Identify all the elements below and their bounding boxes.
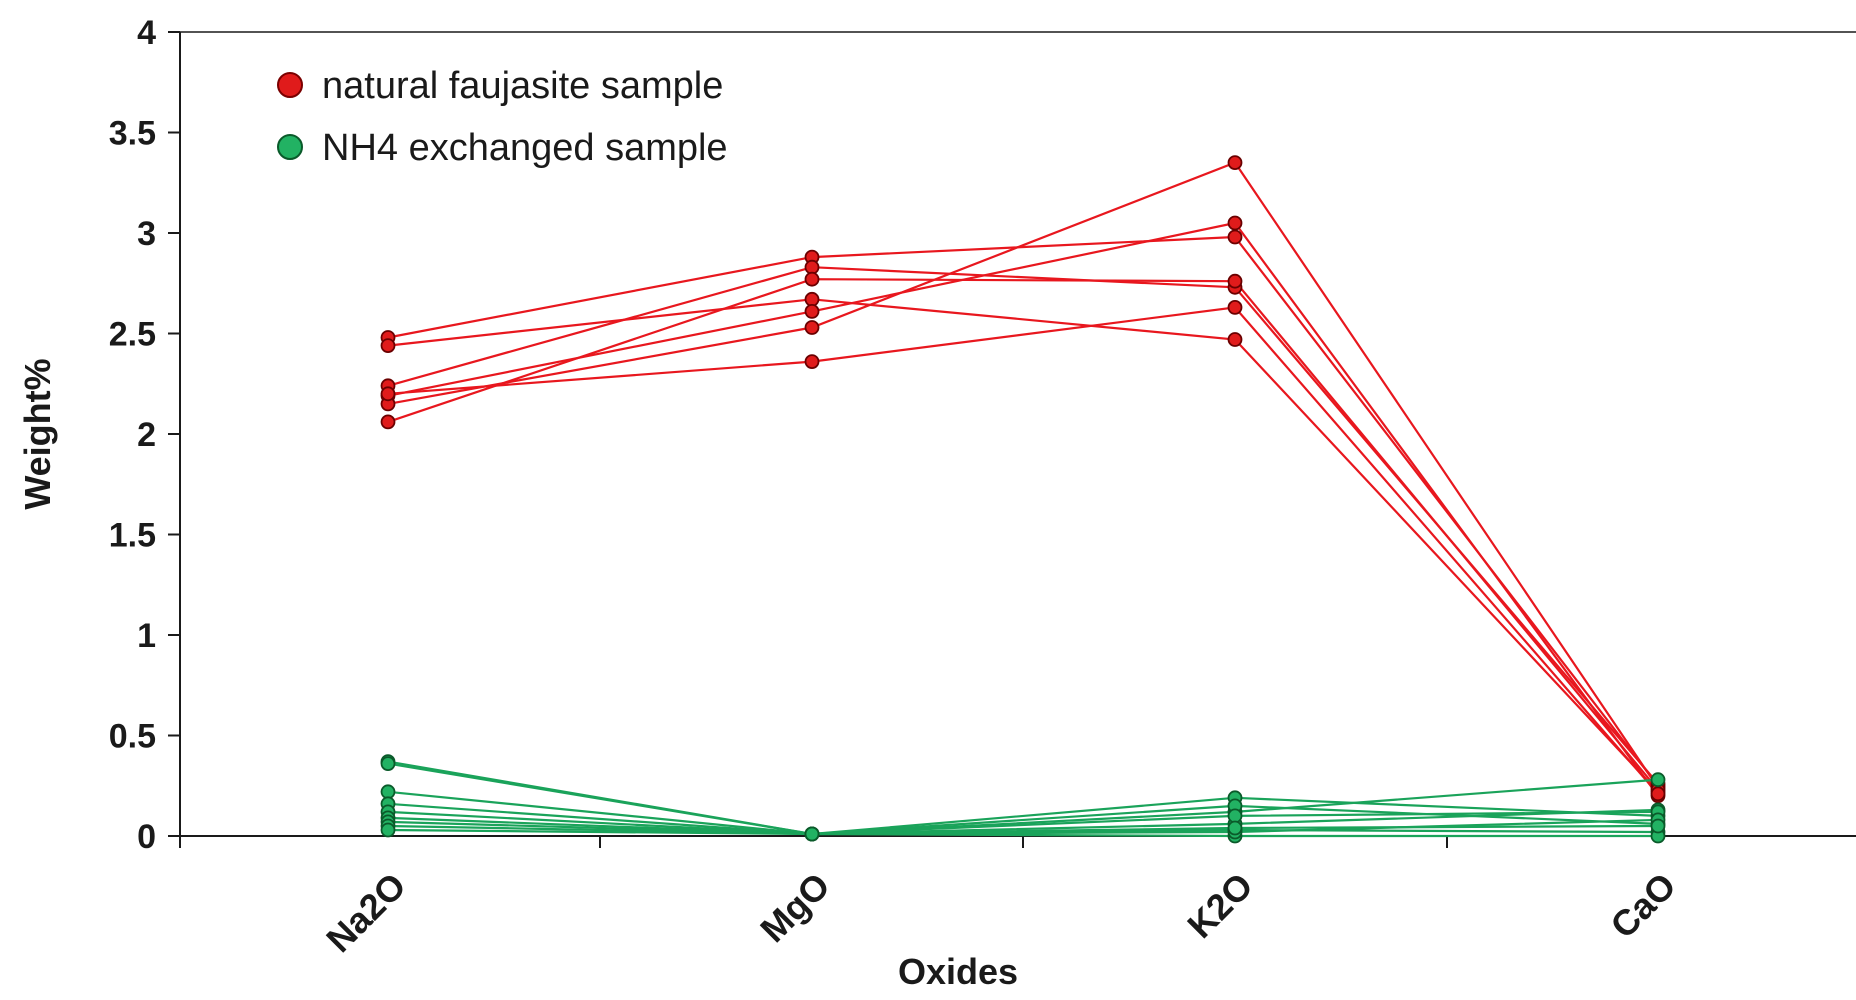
- nh4-data-point: [804, 826, 820, 842]
- natural-data-point: [1227, 229, 1243, 245]
- natural-data-point: [804, 303, 820, 319]
- nh4-series-line: [387, 820, 1658, 838]
- natural-data-point: [380, 414, 396, 430]
- x-category-label: MgO: [752, 865, 838, 951]
- nh4-data-point: [1650, 818, 1666, 834]
- y-ticks: 0 0.5 1 1.5 2 2.5 3 3.5 4: [109, 14, 180, 856]
- y-tick-label: 2.5: [109, 316, 156, 354]
- x-category-label: K2O: [1179, 865, 1260, 946]
- x-ticks: Na2O MgO K2O CaO: [179, 836, 1684, 960]
- natural-data-point: [380, 338, 396, 354]
- natural-data-point: [804, 320, 820, 335]
- natural-series-line: [387, 298, 1659, 793]
- natural-data-point: [380, 386, 396, 402]
- nh4-series-line: [387, 762, 1659, 836]
- nh4-series-line: [387, 790, 1659, 836]
- y-tick-label: 1: [137, 617, 156, 655]
- y-tick-label: 3: [137, 215, 156, 253]
- y-tick-label: 0.5: [109, 718, 156, 756]
- natural-data-point: [1227, 299, 1243, 315]
- natural-data-point: [804, 354, 820, 370]
- nh4-data-point: [1227, 808, 1243, 824]
- natural-data-point: [1227, 332, 1243, 347]
- y-tick-label: 1.5: [109, 517, 156, 555]
- natural-data-point: [804, 291, 820, 307]
- natural-data-point: [1650, 786, 1666, 802]
- y-tick-label: 3.5: [109, 115, 156, 153]
- natural-series-line: [387, 221, 1659, 797]
- natural-data-point: [1227, 273, 1243, 289]
- x-category-label: Na2O: [318, 865, 413, 960]
- natural-data-point: [804, 271, 820, 287]
- legend-label-natural: natural faujasite sample: [322, 65, 723, 107]
- y-axis-title: Weight%: [17, 358, 58, 509]
- natural-data-point: [804, 259, 820, 275]
- natural-series-line: [387, 278, 1659, 791]
- nh4-series-line: [387, 824, 1659, 836]
- nh4-data-point: [1227, 820, 1243, 836]
- x-category-label: CaO: [1602, 865, 1683, 946]
- legend-marker-nh4: [277, 134, 303, 160]
- legend-marker-natural: [277, 72, 303, 98]
- nh4-series-line: [387, 760, 1659, 836]
- natural-series-line: [387, 266, 1659, 785]
- nh4-data-point: [380, 822, 396, 838]
- nh4-series-line: [387, 810, 1659, 836]
- legend-label-nh4: NH4 exchanged sample: [322, 127, 728, 169]
- series-layer: [387, 161, 1659, 838]
- legend: natural faujasite sample NH4 exchanged s…: [277, 65, 728, 169]
- nh4-data-point: [380, 756, 396, 771]
- natural-series-line: [387, 306, 1659, 795]
- natural-series-line: [387, 235, 1659, 787]
- y-tick-label: 2: [137, 416, 156, 454]
- nh4-data-point: [1650, 772, 1666, 788]
- natural-series-line: [387, 161, 1659, 789]
- y-tick-label: 0: [137, 818, 156, 856]
- nh4-data-point: [380, 784, 396, 800]
- x-axis-title: Oxides: [898, 951, 1018, 992]
- natural-data-point: [1227, 155, 1243, 171]
- natural-data-point: [1227, 215, 1243, 231]
- markers-layer: [380, 155, 1666, 844]
- y-tick-label: 4: [137, 14, 156, 52]
